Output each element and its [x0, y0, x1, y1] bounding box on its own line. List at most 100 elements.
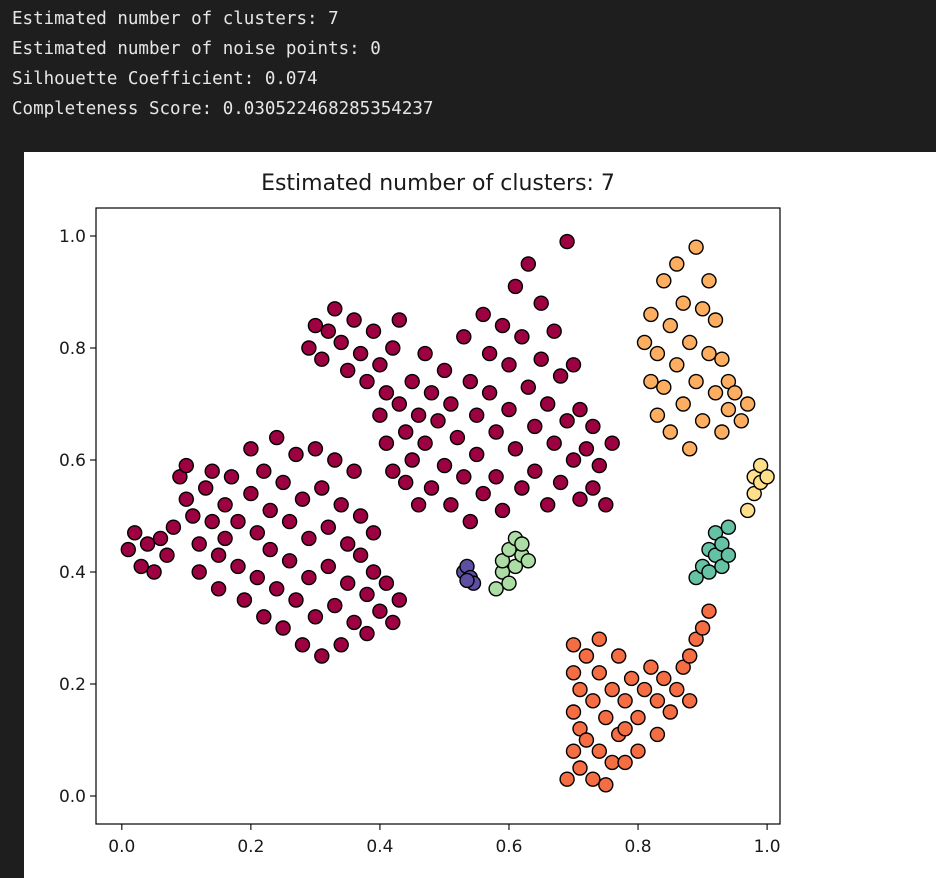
data-point	[488, 581, 504, 597]
scatter-chart: Estimated number of clusters: 7 0.0 0.2 0.…	[59, 171, 781, 857]
data-point	[591, 665, 607, 681]
data-point	[630, 743, 646, 759]
data-point	[417, 435, 433, 451]
data-point	[352, 508, 369, 524]
data-point	[469, 446, 485, 463]
data-point	[333, 497, 349, 513]
data-point	[327, 597, 343, 614]
data-point	[430, 413, 446, 429]
data-point	[494, 553, 511, 569]
data-point	[443, 497, 459, 513]
data-point	[301, 340, 317, 356]
data-point	[759, 469, 775, 485]
data-point	[301, 569, 317, 586]
data-point	[185, 508, 201, 524]
data-point	[740, 502, 756, 519]
data-point	[514, 329, 530, 345]
console-output: Estimated number of clusters: 7 Estimate…	[0, 0, 936, 150]
data-point	[514, 480, 530, 496]
data-point	[520, 379, 536, 395]
data-point	[256, 463, 272, 479]
data-point	[714, 536, 730, 552]
data-point	[275, 474, 291, 491]
data-point	[656, 379, 672, 395]
data-point	[340, 575, 356, 591]
data-point	[449, 429, 466, 446]
data-point	[178, 491, 195, 507]
data-point	[514, 536, 530, 552]
data-point	[365, 323, 382, 339]
data-point	[481, 385, 498, 401]
data-point	[391, 312, 407, 328]
data-point	[346, 614, 362, 631]
data-point	[436, 362, 453, 379]
data-point	[139, 536, 156, 552]
data-point	[268, 581, 285, 597]
data-point	[720, 519, 737, 535]
data-point	[436, 457, 453, 474]
data-point	[565, 743, 582, 759]
data-point	[533, 295, 549, 311]
data-point	[475, 485, 491, 502]
data-point	[636, 681, 653, 698]
points-layer	[120, 233, 775, 793]
data-point	[217, 497, 233, 513]
data-point	[301, 530, 317, 547]
plot-frame	[95, 207, 781, 825]
data-point	[546, 435, 562, 451]
data-point	[540, 396, 556, 412]
data-point	[565, 357, 582, 373]
data-point	[372, 407, 388, 423]
data-point	[359, 625, 375, 642]
data-point	[391, 396, 407, 412]
data-point	[314, 648, 330, 664]
data-point	[688, 631, 704, 647]
data-point	[210, 547, 227, 563]
data-point	[333, 637, 349, 653]
output-line-noise: Estimated number of noise points: 0	[12, 39, 381, 59]
data-point	[669, 357, 685, 373]
data-point	[462, 373, 478, 390]
data-point	[501, 357, 517, 373]
data-point	[262, 502, 278, 519]
data-point	[320, 558, 336, 575]
data-point	[694, 301, 711, 317]
data-point	[346, 463, 362, 479]
data-point	[707, 312, 724, 328]
data-point	[256, 609, 272, 625]
x-tick-label: 0.0	[108, 837, 135, 857]
data-point	[488, 424, 504, 440]
data-point	[398, 474, 414, 491]
data-point	[643, 306, 659, 323]
data-point	[456, 469, 472, 485]
data-point	[398, 424, 414, 440]
data-point	[675, 295, 691, 311]
x-axis: 0.0 0.2 0.4 0.6 0.8 1.0	[108, 824, 781, 857]
data-point	[565, 665, 582, 681]
data-point	[688, 569, 704, 586]
data-point	[481, 345, 498, 362]
data-point	[656, 670, 672, 687]
data-point	[243, 485, 259, 502]
data-point	[443, 396, 459, 412]
data-point	[572, 491, 588, 507]
data-point	[559, 771, 575, 787]
data-point	[694, 413, 711, 429]
data-point	[230, 558, 246, 575]
data-point	[591, 743, 607, 759]
data-point	[546, 323, 562, 339]
data-point	[520, 256, 536, 272]
data-point	[520, 553, 536, 569]
data-point	[352, 345, 369, 362]
data-point	[462, 513, 478, 530]
data-point	[662, 424, 678, 440]
data-point	[572, 401, 588, 418]
data-point	[494, 317, 511, 334]
data-point	[210, 581, 227, 597]
data-point	[669, 681, 685, 698]
data-point	[694, 620, 711, 636]
data-point	[288, 592, 304, 608]
data-point	[688, 373, 704, 390]
data-point	[707, 385, 724, 401]
data-point	[423, 385, 440, 401]
